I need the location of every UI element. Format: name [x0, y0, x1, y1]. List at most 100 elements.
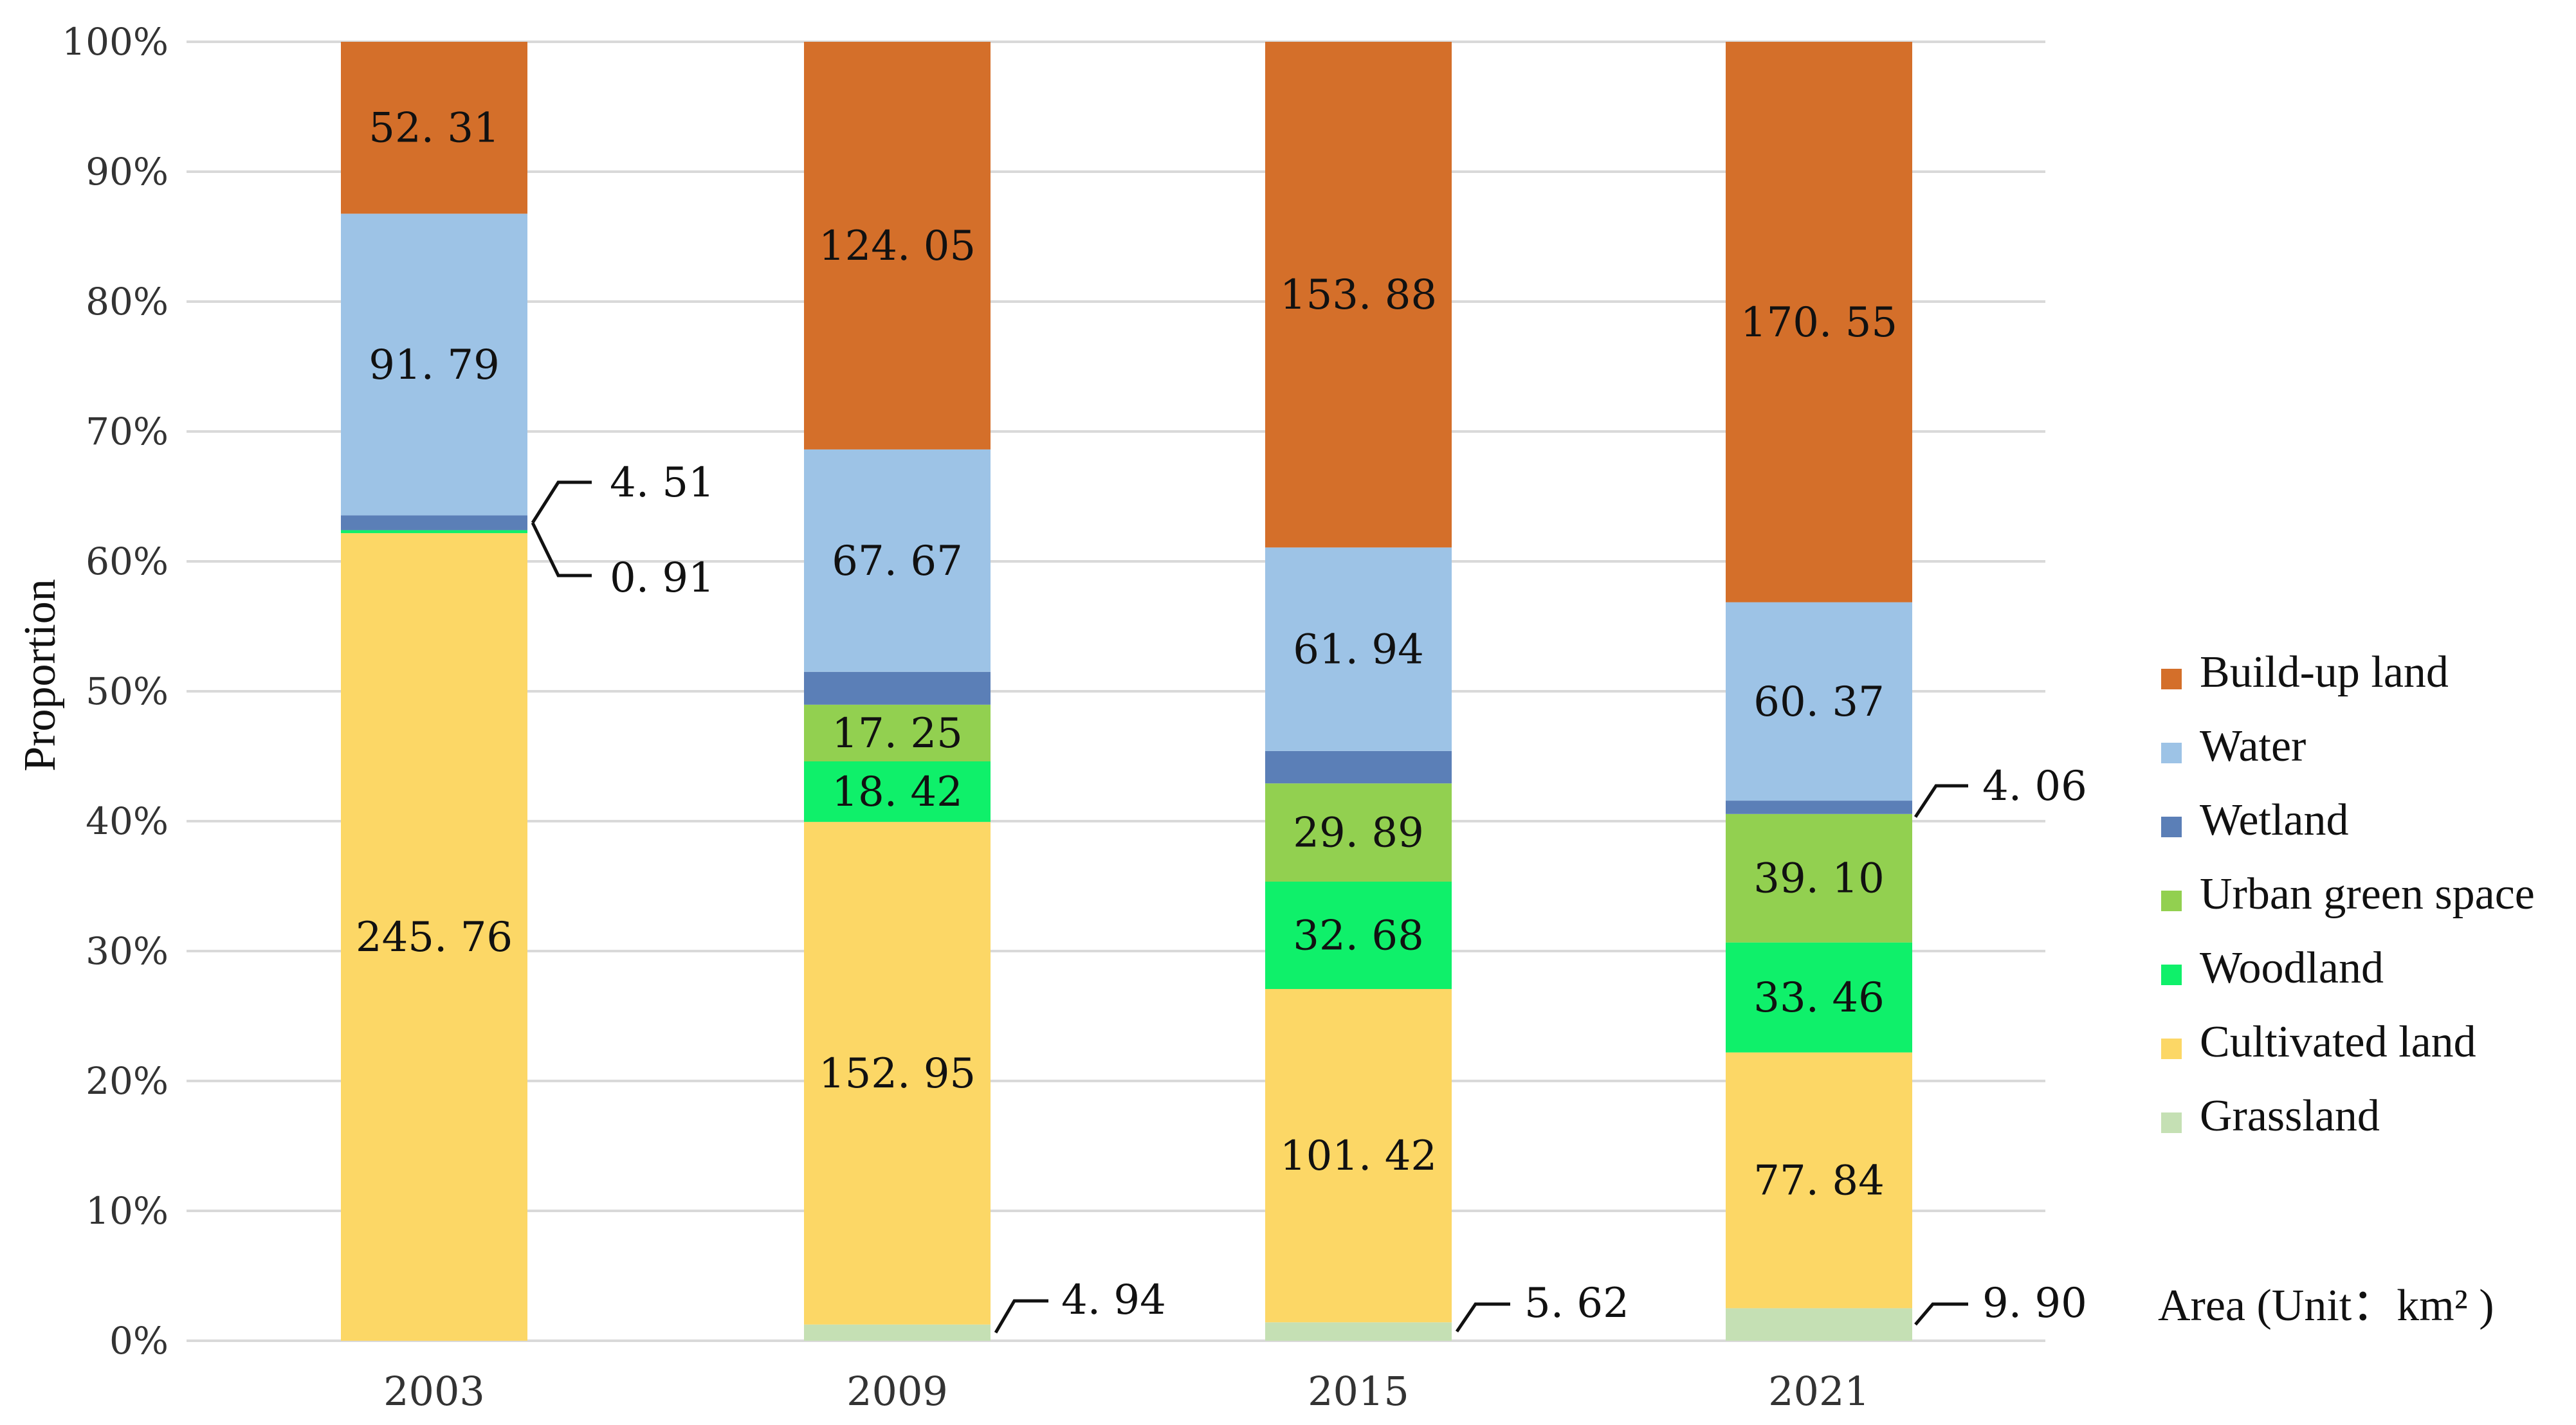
data-label: 39. 10 [1753, 855, 1885, 903]
data-label: 245. 76 [356, 914, 513, 961]
legend-item: Woodland [2161, 943, 2384, 993]
data-label: 67. 67 [832, 538, 963, 585]
bar-segment-water [1265, 547, 1452, 751]
callout-label: 4. 51 [610, 459, 715, 507]
bar-segment-water [341, 213, 527, 516]
legend-swatch [2161, 743, 2182, 763]
y-tick-label: 20% [86, 1059, 169, 1103]
x-axis-categories: 2003 2009 2015 2021 [383, 1368, 1870, 1415]
legend-label: Build-up land [2200, 648, 2449, 697]
y-tick-label: 10% [86, 1189, 169, 1233]
leader-line [994, 1299, 1048, 1334]
y-tick-label: 50% [86, 669, 169, 713]
bar-segment-grassland [1265, 1322, 1452, 1341]
legend-swatch [2161, 1039, 2182, 1059]
legend-swatch [2161, 669, 2182, 689]
bar-segment-wetland [1265, 750, 1452, 784]
y-tick-label: 30% [86, 929, 169, 973]
bar-segment-wetland [804, 671, 991, 705]
y-tick-label: 60% [86, 540, 169, 583]
bar-segment-woodland [1726, 942, 1912, 1053]
legend-label: Cultivated land [2200, 1017, 2476, 1067]
y-tick-label: 70% [86, 410, 169, 453]
bar-segment-urban-green-space [804, 704, 991, 762]
y-tick-label: 100% [62, 20, 169, 64]
bar-segment-wetland [341, 515, 527, 531]
bar-segment-build-up-land [341, 42, 527, 214]
bar-segment-grassland [804, 1324, 991, 1341]
bar-segment-grassland [1726, 1308, 1912, 1341]
legend: Build-up land Water Wetland Urban green spa… [2161, 648, 2535, 1141]
bar-segment-water [804, 449, 991, 672]
bar-segment-woodland [341, 530, 527, 534]
bar-segment-water [1726, 602, 1912, 801]
data-label: 61. 94 [1293, 626, 1424, 674]
unit-label: Area (Unit：km² ) [2158, 1281, 2494, 1330]
bar-2015 [1265, 42, 1452, 1341]
leader-line [1914, 784, 1968, 818]
legend-swatch [2161, 817, 2182, 837]
bar-2003 [341, 42, 527, 1341]
y-tick-label: 40% [86, 799, 169, 843]
bar-segment-cultivated-land [1265, 988, 1452, 1323]
bar-segment-cultivated-land [1726, 1052, 1912, 1309]
legend-item: Build-up land [2161, 648, 2449, 697]
bar-segment-build-up-land [1726, 42, 1912, 603]
data-label: 33. 46 [1753, 974, 1885, 1022]
y-tick-label: 80% [86, 280, 169, 323]
y-tick-label: 90% [86, 150, 169, 194]
data-label: 101. 42 [1280, 1132, 1437, 1180]
bar-segment-wetland [1726, 801, 1912, 814]
legend-item: Cultivated land [2161, 1017, 2476, 1067]
data-label: 18. 42 [832, 768, 963, 816]
data-label: 124. 05 [819, 222, 976, 270]
legend-label: Wetland [2200, 795, 2349, 845]
bars: 245. 76 91. 79 52. 31 152. 95 18. 42 17. 25 67… [341, 42, 1912, 1341]
bar-2021 [1726, 42, 1912, 1341]
data-label: 17. 25 [832, 710, 963, 758]
data-label: 152. 95 [819, 1050, 976, 1098]
bar-segment-build-up-land [804, 42, 991, 449]
legend-item: Urban green space [2161, 869, 2535, 919]
callout-label: 4. 06 [1982, 763, 2087, 810]
x-tick-label: 2021 [1768, 1368, 1870, 1415]
bar-segment-build-up-land [1265, 42, 1452, 548]
leader-line [531, 522, 592, 577]
leader-line [1914, 1302, 1968, 1326]
y-tick-label: 0% [109, 1319, 169, 1363]
y-axis-ticks: 0% 10% 20% 30% 40% 50% 60% 70% 80% 90% 100% [62, 20, 169, 1363]
callout-label: 9. 90 [1982, 1280, 2087, 1327]
y-axis-title: Proportion [15, 579, 65, 771]
callout-label: 4. 94 [1061, 1276, 1166, 1324]
legend-swatch [2161, 891, 2182, 911]
data-label: 91. 79 [369, 341, 500, 389]
callouts: 4. 51 0. 91 4. 06 4. 94 5. 62 9. 90 [531, 459, 2087, 1334]
data-label: 60. 37 [1753, 678, 1885, 726]
legend-swatch [2161, 965, 2182, 985]
callout-label: 0. 91 [610, 554, 715, 602]
legend-item: Grassland [2161, 1091, 2380, 1141]
callout-label: 5. 62 [1524, 1280, 1629, 1327]
x-tick-label: 2009 [846, 1368, 948, 1415]
x-tick-label: 2015 [1308, 1368, 1409, 1415]
legend-item: Water [2161, 722, 2306, 771]
leader-line [1455, 1302, 1510, 1333]
data-label: 77. 84 [1753, 1157, 1885, 1205]
bar-segment-cultivated-land [341, 533, 527, 1341]
bar-2009 [804, 42, 991, 1341]
data-label: 170. 55 [1740, 299, 1897, 347]
legend-label: Woodland [2200, 943, 2384, 993]
data-label: 153. 88 [1280, 271, 1437, 319]
leader-line [531, 480, 592, 524]
legend-swatch [2161, 1112, 2182, 1133]
bar-segment-urban-green-space [1265, 783, 1452, 882]
data-label: 32. 68 [1293, 912, 1424, 959]
legend-label: Water [2200, 722, 2306, 771]
x-tick-label: 2003 [383, 1368, 485, 1415]
data-label: 52. 31 [369, 105, 500, 152]
data-label: 29. 89 [1293, 810, 1424, 857]
legend-label: Urban green space [2200, 869, 2535, 919]
bar-segment-cultivated-land [804, 822, 991, 1325]
legend-item: Wetland [2161, 795, 2349, 845]
